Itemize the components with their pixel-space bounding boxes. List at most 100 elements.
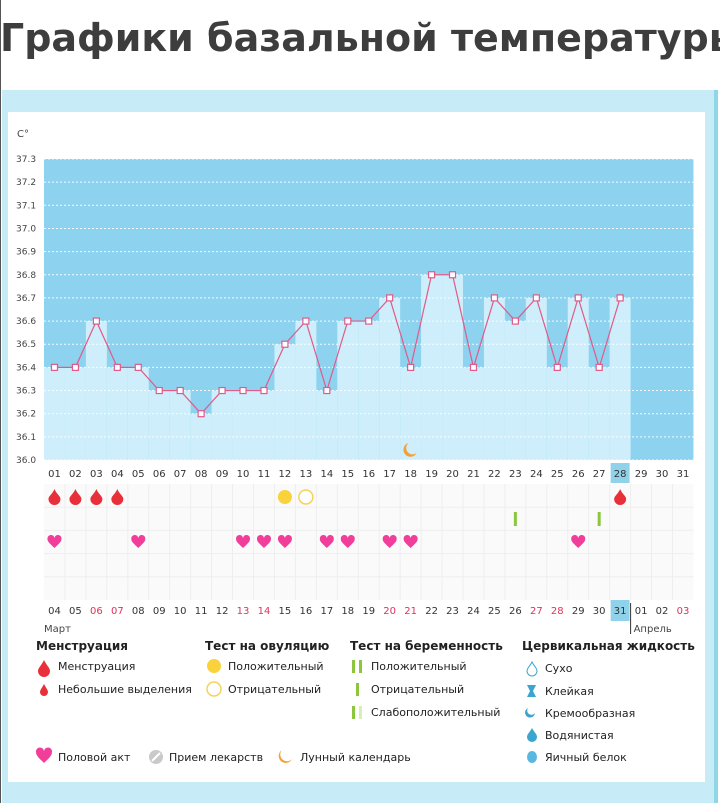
intercourse-heart xyxy=(382,534,397,548)
cycle-day-label: 11 xyxy=(258,469,271,480)
intercourse-heart xyxy=(47,534,62,548)
temperature-point xyxy=(50,363,59,371)
creamy-icon xyxy=(525,708,535,718)
cycle-day-label: 18 xyxy=(404,469,417,480)
temperature-point xyxy=(553,363,561,371)
temperature-point xyxy=(71,363,80,371)
temp-bar xyxy=(253,390,275,460)
light-spotting-drop-icon xyxy=(40,684,48,696)
legend-moon-label: Лунный календарь xyxy=(300,751,411,764)
temp-bar xyxy=(316,390,338,460)
legend-egg-white-label: Яичный белок xyxy=(545,751,627,764)
legend-ovulation-negative-label: Отрицательный xyxy=(228,683,322,696)
calendar-date-label: 08 xyxy=(132,606,145,617)
temperature-point xyxy=(218,386,226,395)
intercourse-heart xyxy=(340,534,355,548)
cycle-day-label: 21 xyxy=(467,469,480,480)
legend-sticky-label: Клейкая xyxy=(545,685,594,698)
moon-icon xyxy=(403,443,417,457)
cycle-day-label: 16 xyxy=(362,469,375,480)
calendar-date-label: 11 xyxy=(195,606,208,617)
cycle-day-label: 09 xyxy=(216,469,229,480)
y-tick-label: 37.2 xyxy=(16,178,36,188)
legend-pregnancy-negative-label: Отрицательный xyxy=(371,683,465,696)
calendar-date-label: 14 xyxy=(258,606,271,617)
temp-bar xyxy=(567,297,589,460)
temperature-line xyxy=(54,274,621,415)
current-date-highlight xyxy=(610,600,630,621)
y-tick-label: 36.6 xyxy=(16,317,36,327)
calendar-date-label: 24 xyxy=(467,606,480,617)
calendar-date-label: 04 xyxy=(48,606,61,617)
cycle-day-label: 03 xyxy=(90,469,103,480)
calendar-date-label: 05 xyxy=(69,606,82,617)
cycle-day-label: 25 xyxy=(551,469,564,480)
calendar-date-label: 16 xyxy=(300,606,313,617)
left-rule xyxy=(0,0,1,803)
calendar-date-label: 12 xyxy=(216,606,229,617)
y-tick-label: 36.1 xyxy=(16,433,36,443)
menstruation-drop xyxy=(111,489,124,506)
calendar-date-label: 22 xyxy=(425,606,438,617)
page-title: Графики базальной температуры xyxy=(0,16,720,60)
temperature-point xyxy=(511,317,519,325)
current-day-highlight xyxy=(610,463,630,483)
temperature-point xyxy=(176,386,184,395)
menstruation-drop xyxy=(614,489,627,506)
legend-intercourse-label: Половой акт xyxy=(58,751,131,764)
cycle-day-label: 24 xyxy=(530,469,543,480)
temperature-point xyxy=(302,317,310,325)
temperature-point xyxy=(239,386,247,395)
egg-white-icon xyxy=(527,751,537,763)
cycle-day-label: 22 xyxy=(488,469,501,480)
calendar-date-label: 23 xyxy=(446,606,459,617)
dry-icon xyxy=(526,660,538,677)
pregnancy-negative-marker xyxy=(513,512,517,526)
pregnancy-weak-icon-b xyxy=(359,706,362,719)
cycle-day-label: 10 xyxy=(237,469,250,480)
watery-icon xyxy=(527,728,537,742)
temperature-point xyxy=(113,363,121,371)
calendar-date-label: 30 xyxy=(593,606,606,617)
legend-menstruation-title: Менструация xyxy=(36,639,128,653)
intercourse-heart xyxy=(319,534,334,548)
y-tick-label: 36.7 xyxy=(16,294,36,304)
calendar-date-label: 29 xyxy=(572,606,585,617)
pregnancy-negative-marker xyxy=(597,512,601,526)
cycle-day-label: 07 xyxy=(174,469,187,480)
calendar-date-label: 19 xyxy=(362,606,375,617)
calendar-date-label: 21 xyxy=(404,606,417,617)
cycle-day-label: 29 xyxy=(635,469,648,480)
menstruation-drop xyxy=(90,489,103,506)
pregnancy-weak-icon-a xyxy=(352,706,355,719)
temperature-point xyxy=(427,271,436,279)
cycle-day-label: 31 xyxy=(677,469,690,480)
y-tick-label: 36.3 xyxy=(16,387,36,397)
y-tick-label: 37.1 xyxy=(16,201,36,211)
cycle-day-label: 28 xyxy=(614,469,627,480)
temperature-point xyxy=(616,294,624,302)
temperature-point xyxy=(134,363,142,371)
cycle-day-label: 13 xyxy=(300,469,313,480)
temp-bar xyxy=(609,297,631,460)
temperature-point xyxy=(260,386,268,395)
calendar-date-label: 07 xyxy=(111,606,124,617)
intercourse-heart xyxy=(571,534,586,548)
y-tick-label: 36.5 xyxy=(16,340,36,350)
legend-ovulation-positive-label: Положительный xyxy=(228,660,324,673)
temperature-point xyxy=(155,386,163,395)
moon-calendar-icon xyxy=(278,750,292,763)
events-grid xyxy=(44,484,694,600)
cycle-day-label: 08 xyxy=(195,469,208,480)
calendar-date-label: 26 xyxy=(509,606,522,617)
y-tick-label: 36.4 xyxy=(16,363,36,373)
temperature-point xyxy=(595,363,603,371)
temperature-point xyxy=(490,294,499,302)
calendar-date-label: 25 xyxy=(488,606,501,617)
pregnancy-positive-icon-b xyxy=(359,660,362,673)
cycle-day-label: 01 xyxy=(48,469,61,480)
legend-pregnancy-weak-label: Слабоположительный xyxy=(371,706,501,719)
menstruation-drop xyxy=(48,489,61,506)
